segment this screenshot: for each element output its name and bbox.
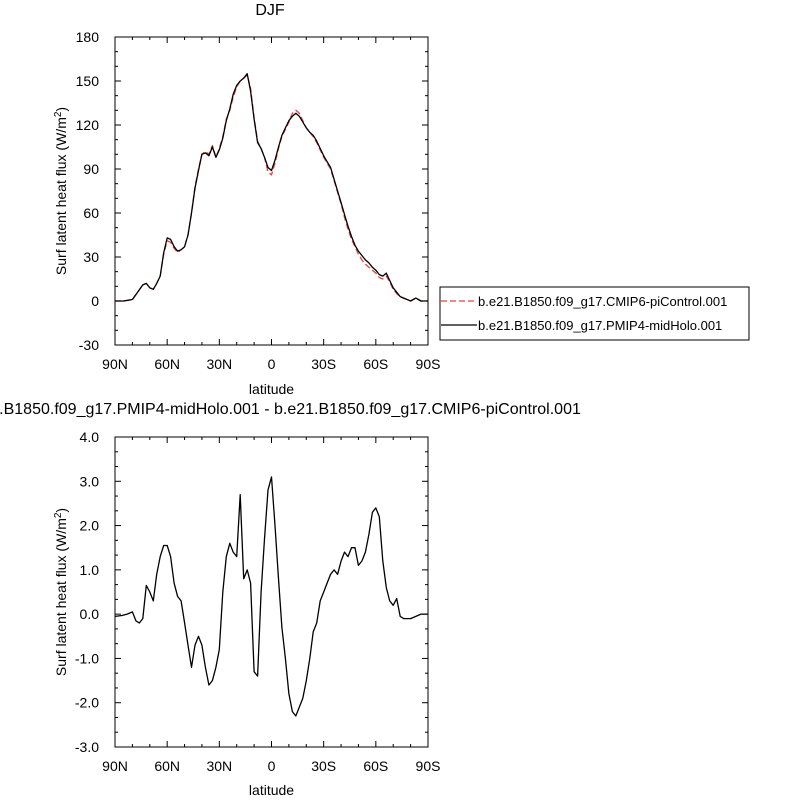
bottom-y-axis-title: Surf latent heat flux (W/m2) (53, 508, 69, 676)
y-tick-label: -3.0 (75, 739, 99, 755)
bottom-x-axis: 90N 60N 30N 0 30S 60S 90S (102, 437, 440, 774)
top-y-axis: -30 0 30 60 90 120 150 180 (76, 29, 428, 353)
y-tick-label: -30 (79, 337, 99, 353)
y-tick-label: 0.0 (80, 606, 100, 622)
y-tick-label: 3.0 (80, 473, 100, 489)
y-tick-label: 180 (76, 29, 100, 45)
bottom-series-group (114, 476, 428, 717)
x-tick-label: 30N (206, 356, 232, 372)
y-tick-label: 60 (83, 205, 99, 221)
top-series-group (115, 73, 428, 302)
y-tick-label: 1.0 (80, 562, 100, 578)
y-tick-label: 150 (76, 73, 100, 89)
x-tick-label: 0 (268, 758, 276, 774)
bottom-y-axis: -3.0 -2.0 -1.0 0.0 1.0 2.0 3.0 4.0 (75, 429, 428, 755)
top-x-axis: 90N 60N 30N 0 30S 60S 90S (102, 37, 440, 372)
legend: b.e21.B1850.f09_g17.CMIP6-piControl.001 … (439, 286, 750, 341)
x-tick-label: 60N (154, 356, 180, 372)
series-line-0-1 (115, 73, 428, 302)
top-panel: DJF -30 0 30 60 90 120 150 180 90N 60N 30N 0 30S 60S… (53, 2, 440, 397)
legend-label-picontrol: b.e21.B1850.f09_g17.CMIP6-piControl.001 (478, 294, 727, 309)
legend-label-midholo: b.e21.B1850.f09_g17.PMIP4-midHolo.001 (478, 318, 722, 333)
y-tick-label: -2.0 (75, 695, 99, 711)
y-tick-label: 2.0 (80, 518, 100, 534)
y-tick-label: -1.0 (75, 650, 99, 666)
top-x-axis-title: latitude (249, 381, 294, 397)
x-tick-label: 90N (102, 356, 128, 372)
bottom-panel: b.e21.B1850.f09_g17.PMIP4-midHolo.001 - … (0, 401, 581, 798)
x-tick-label: 60N (154, 758, 180, 774)
x-tick-label: 90N (102, 758, 128, 774)
legend-box (439, 286, 750, 341)
x-tick-label: 90S (416, 356, 441, 372)
bottom-x-axis-title: latitude (249, 782, 294, 798)
top-y-axis-title: Surf latent heat flux (W/m2) (53, 107, 69, 275)
x-tick-label: 90S (416, 758, 441, 774)
x-tick-label: 0 (268, 356, 276, 372)
y-tick-label: 0 (91, 293, 99, 309)
x-tick-label: 30S (311, 356, 336, 372)
x-tick-label: 30S (311, 758, 336, 774)
x-tick-label: 60S (363, 758, 388, 774)
x-tick-label: 30N (206, 758, 232, 774)
y-tick-label: 30 (83, 249, 99, 265)
top-plot-frame (114, 36, 429, 346)
series-line-0-0 (115, 74, 428, 302)
y-tick-label: 4.0 (80, 429, 100, 445)
series-line-1-0 (114, 476, 428, 717)
y-tick-label: 120 (76, 117, 100, 133)
top-panel-title: DJF (255, 2, 285, 19)
bottom-panel-title: b.e21.B1850.f09_g17.PMIP4-midHolo.001 - … (0, 401, 581, 418)
x-tick-label: 60S (363, 356, 388, 372)
y-tick-label: 90 (83, 161, 99, 177)
